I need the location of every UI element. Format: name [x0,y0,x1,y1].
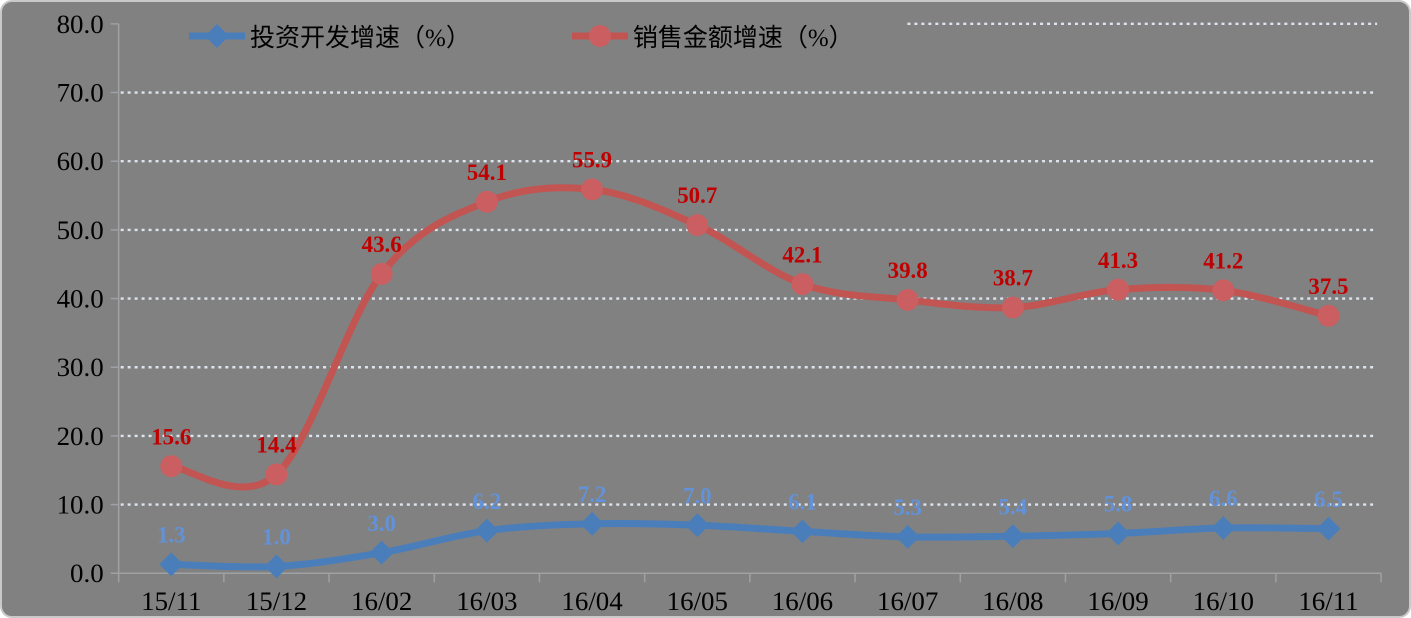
y-tick-label: 30.0 [57,352,104,382]
data-point-circle [1107,278,1130,301]
data-label: 1.0 [262,525,291,550]
data-point-diamond [369,540,394,565]
y-tick-label: 60.0 [57,146,104,176]
data-label: 50.7 [677,183,717,208]
data-label: 5.3 [893,495,922,520]
x-tick-label: 16/08 [982,586,1043,616]
data-point-diamond [1211,516,1236,540]
data-label: 3.0 [367,511,396,536]
data-label: 55.9 [572,148,612,173]
data-point-diamond [1106,521,1131,546]
data-label: 41.3 [1098,248,1138,273]
x-tick-label: 16/02 [351,586,412,616]
legend-item-investment: 投资开发增速（%） [188,18,471,54]
data-label: 6.6 [1209,486,1238,511]
data-point-diamond [895,524,920,549]
data-point-circle [1317,304,1340,327]
data-label: 7.2 [578,482,607,507]
x-tick-label: 16/10 [1193,586,1254,616]
x-tick-label: 16/09 [1087,586,1148,616]
data-point-circle [370,262,393,285]
data-point-circle [475,190,498,213]
data-point-circle [581,178,604,201]
data-label: 6.2 [473,489,502,514]
y-tick-label: 20.0 [57,421,104,451]
data-label: 42.1 [782,242,822,267]
data-label: 14.4 [256,433,297,458]
data-label: 38.7 [993,266,1033,291]
data-point-circle [1212,279,1235,302]
legend: 投资开发增速（%） 销售金额增速（%） [188,18,854,54]
data-label: 5.8 [1104,492,1133,517]
y-tick-label: 70.0 [57,78,104,108]
data-point-circle [1001,296,1024,319]
data-label: 5.4 [999,494,1028,519]
series-line-1 [167,184,1332,491]
data-point-circle [791,273,814,296]
data-label: 15.6 [151,424,191,449]
x-tick-label: 16/06 [772,586,833,616]
x-tick-label: 16/05 [667,586,728,616]
x-tick-label: 16/04 [561,586,623,616]
y-tick-label: 10.0 [57,490,104,520]
data-label: 6.1 [788,490,817,515]
data-point-diamond [790,519,815,544]
legend-item-sales: 销售金额增速（%） [571,18,854,54]
data-label: 6.5 [1314,487,1343,512]
data-label: 43.6 [362,232,402,257]
data-label: 1.3 [157,523,186,548]
data-point-circle [896,289,919,311]
y-tick-label: 40.0 [57,284,104,314]
legend-label-investment: 投资开发增速（%） [250,25,471,52]
x-tick-label: 15/11 [141,586,201,616]
x-tick-label: 16/07 [877,586,938,616]
data-point-circle [160,455,183,478]
data-point-diamond [580,511,605,536]
x-tick-label: 15/12 [246,586,307,616]
data-label: 39.8 [888,258,928,283]
line-circle-icon [571,25,628,47]
series-line-0 [167,520,1332,571]
y-tick-label: 0.0 [70,558,104,588]
data-label: 54.1 [467,160,507,185]
legend-label-sales: 销售金额增速（%） [632,25,854,52]
data-label: 7.0 [683,483,712,508]
data-label: 37.5 [1308,274,1348,299]
data-point-circle [686,214,709,237]
data-point-diamond [1000,524,1025,549]
data-point-circle [265,463,288,486]
data-point-diamond [685,513,710,538]
y-tick-label: 50.0 [57,215,104,245]
y-tick-label: 80.0 [57,9,104,39]
data-point-diamond [1316,516,1341,541]
data-point-diamond [264,554,289,579]
line-diamond-icon [189,24,245,48]
x-tick-label: 16/11 [1298,586,1358,616]
x-tick-label: 16/03 [456,586,517,616]
data-point-diamond [474,518,499,543]
data-label: 41.2 [1203,249,1243,274]
